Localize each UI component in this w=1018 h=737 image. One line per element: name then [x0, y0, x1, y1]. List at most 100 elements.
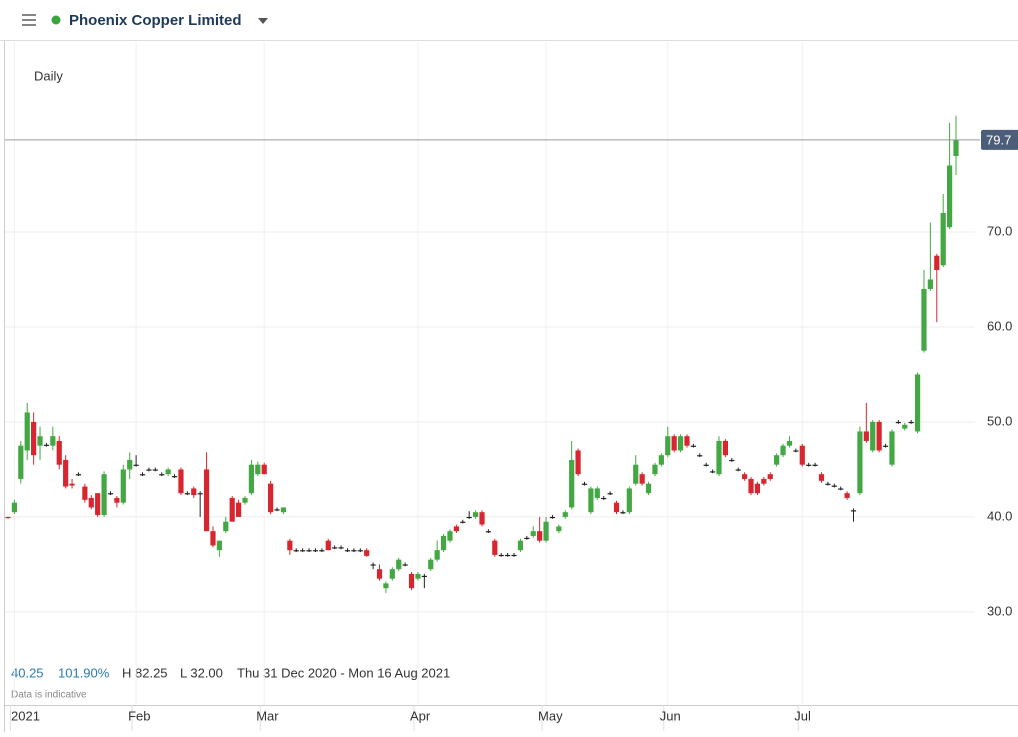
candle-body — [216, 540, 222, 551]
candle-body — [242, 497, 248, 503]
candle-body — [479, 512, 485, 525]
candle-body — [434, 550, 440, 560]
candle-body — [857, 431, 863, 494]
candle-body — [460, 521, 466, 523]
candle-body — [588, 488, 594, 513]
chart-title[interactable]: Phoenix Copper Limited — [69, 12, 242, 29]
candle-body — [274, 509, 280, 511]
candle-body — [428, 559, 434, 570]
y-tick-label: 60.0 — [987, 318, 1012, 333]
candle-body — [639, 474, 645, 484]
candle-body — [786, 440, 793, 446]
candle-body — [735, 469, 741, 471]
candle-body — [69, 483, 75, 486]
date-range: Thu 31 Dec 2020 - Mon 16 Aug 2021 — [237, 665, 450, 680]
candle-body — [293, 550, 299, 552]
top-bar — [0, 0, 1018, 40]
candle-body — [575, 450, 581, 475]
candle-body — [524, 537, 530, 540]
candle-body — [82, 486, 88, 500]
change: 40.25 — [11, 665, 44, 680]
candle-body — [63, 459, 69, 487]
candle-body — [178, 469, 184, 494]
candle-body — [312, 550, 319, 552]
candle-body — [799, 445, 805, 465]
y-tick-label: 30.0 — [987, 603, 1012, 618]
candle-body — [255, 464, 261, 475]
candle-body — [280, 507, 287, 513]
candle-body — [626, 488, 632, 513]
high-stat: H 82.25 — [122, 665, 168, 680]
candle-body — [421, 575, 427, 578]
candle-body — [75, 474, 82, 476]
candle-body — [11, 502, 18, 513]
x-tick-label: May — [538, 708, 563, 723]
y-tick-label: 70.0 — [987, 223, 1012, 238]
candle-body — [870, 421, 876, 451]
candle-body — [287, 540, 293, 551]
candle-body — [5, 516, 11, 519]
candle-body — [831, 485, 837, 487]
candle-body — [120, 469, 126, 503]
candle-body — [101, 474, 107, 516]
candle-body — [697, 455, 703, 457]
candle-body — [357, 550, 363, 552]
candle-body — [838, 488, 844, 490]
candle-body — [466, 516, 472, 519]
x-tick-label: Apr — [410, 708, 431, 723]
candle-body — [332, 547, 338, 549]
candle-body — [722, 440, 729, 456]
candle-body — [677, 436, 684, 451]
candle-body — [716, 440, 722, 475]
candle-body — [729, 459, 735, 462]
candle-body — [754, 483, 761, 494]
candle-body — [812, 464, 818, 466]
candle-body — [261, 464, 267, 475]
y-tick-label: 40.0 — [987, 508, 1012, 523]
candle-body — [633, 464, 639, 484]
candle-body — [306, 550, 312, 552]
candle-body — [191, 488, 197, 496]
candle-body — [825, 483, 831, 485]
candle-body — [844, 493, 850, 498]
candle-body — [645, 483, 652, 494]
candle-body — [440, 535, 447, 551]
candle-body — [946, 165, 953, 228]
candle-body — [562, 512, 568, 517]
candle-body — [581, 483, 588, 485]
candle-body — [530, 531, 536, 536]
candle-body — [184, 493, 190, 495]
candle-body — [882, 445, 889, 447]
candle-body — [671, 436, 677, 451]
low-stat: L 32.00 — [180, 665, 223, 680]
candle-body — [517, 540, 524, 551]
candle-body — [268, 483, 274, 513]
candle-body — [818, 474, 825, 481]
candle-body — [396, 559, 402, 570]
candle-body — [159, 474, 165, 476]
candle-body — [665, 436, 671, 456]
candle-body — [31, 421, 37, 456]
candle-body — [889, 431, 895, 465]
candle-body — [165, 469, 171, 475]
candle-body — [37, 436, 43, 446]
dropdown-caret[interactable] — [258, 18, 268, 24]
candle-body — [895, 421, 901, 424]
candle-body — [300, 550, 306, 552]
candle-body — [549, 516, 556, 519]
candle-body — [620, 512, 626, 514]
candle-body — [370, 564, 376, 566]
candle-body — [50, 436, 56, 446]
candle-body — [927, 279, 933, 289]
status-dot — [51, 15, 61, 25]
candle-body — [684, 436, 690, 446]
candle-body — [319, 550, 325, 552]
candle-body — [537, 531, 543, 541]
candle-body — [902, 424, 908, 429]
candle-body — [748, 478, 754, 494]
candle-body — [344, 550, 351, 552]
candle-body — [914, 374, 921, 432]
candle-body — [492, 540, 498, 555]
menu-icon[interactable] — [22, 14, 36, 26]
